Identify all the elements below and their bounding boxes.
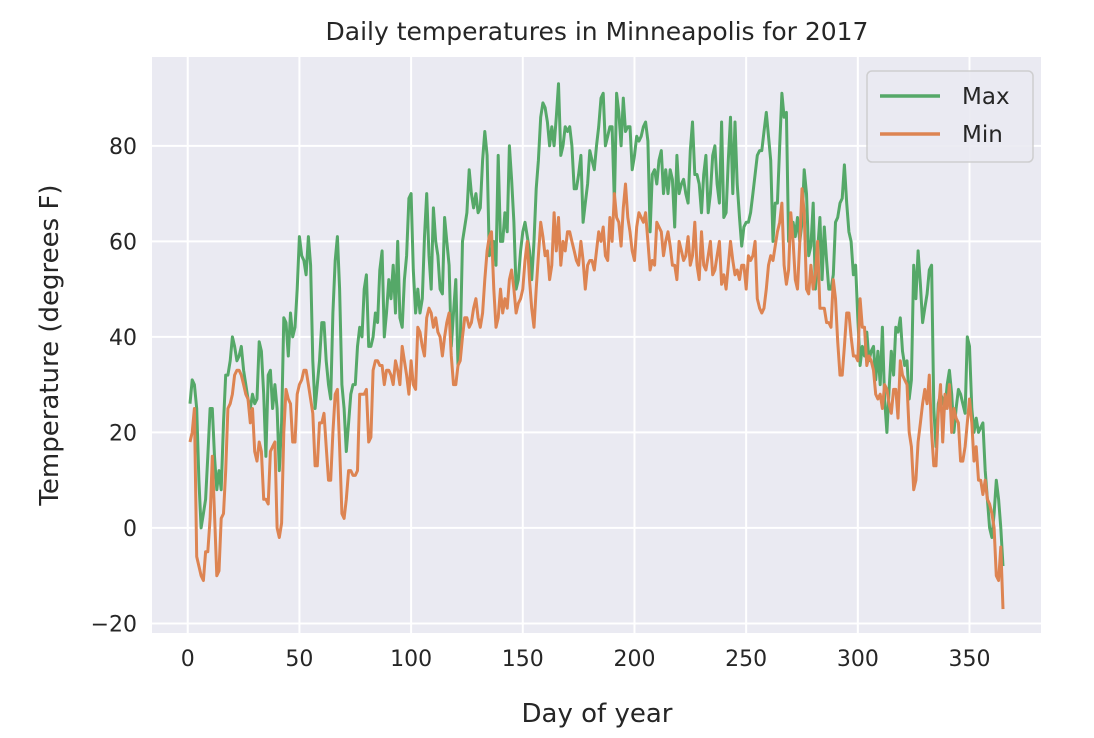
x-tick-label: 250 xyxy=(725,647,767,672)
series-line-min xyxy=(188,182,1005,610)
x-axis-label: Day of year xyxy=(522,699,673,729)
y-tick-label: 40 xyxy=(109,326,137,351)
y-tick-labels: −20 0 20 40 60 80 xyxy=(91,135,137,638)
x-tick-label: 200 xyxy=(613,647,655,672)
y-axis-label: Temperature (degrees F) xyxy=(35,184,65,506)
x-tick-label: 350 xyxy=(949,647,991,672)
legend-label-max: Max xyxy=(962,84,1010,110)
x-tick-label: 150 xyxy=(502,647,544,672)
y-tick-label: 80 xyxy=(109,135,137,160)
x-tick-label: 0 xyxy=(181,647,195,672)
y-tick-label: −20 xyxy=(91,612,137,637)
series-lines xyxy=(188,82,1005,610)
legend-box xyxy=(866,70,1034,163)
y-tick-label: 0 xyxy=(123,517,137,542)
series-line-max xyxy=(188,82,1005,567)
chart-title: Daily temperatures in Minneapolis for 20… xyxy=(326,17,869,46)
x-tick-label: 50 xyxy=(285,647,313,672)
y-tick-label: 60 xyxy=(109,230,137,255)
x-tick-label: 100 xyxy=(390,647,432,672)
x-tick-labels: 0 50 100 150 200 250 300 350 xyxy=(181,647,991,672)
legend-label-min: Min xyxy=(962,122,1003,148)
y-tick-label: 20 xyxy=(109,421,137,446)
x-tick-label: 300 xyxy=(837,647,879,672)
legend: Max Min xyxy=(866,70,1034,163)
